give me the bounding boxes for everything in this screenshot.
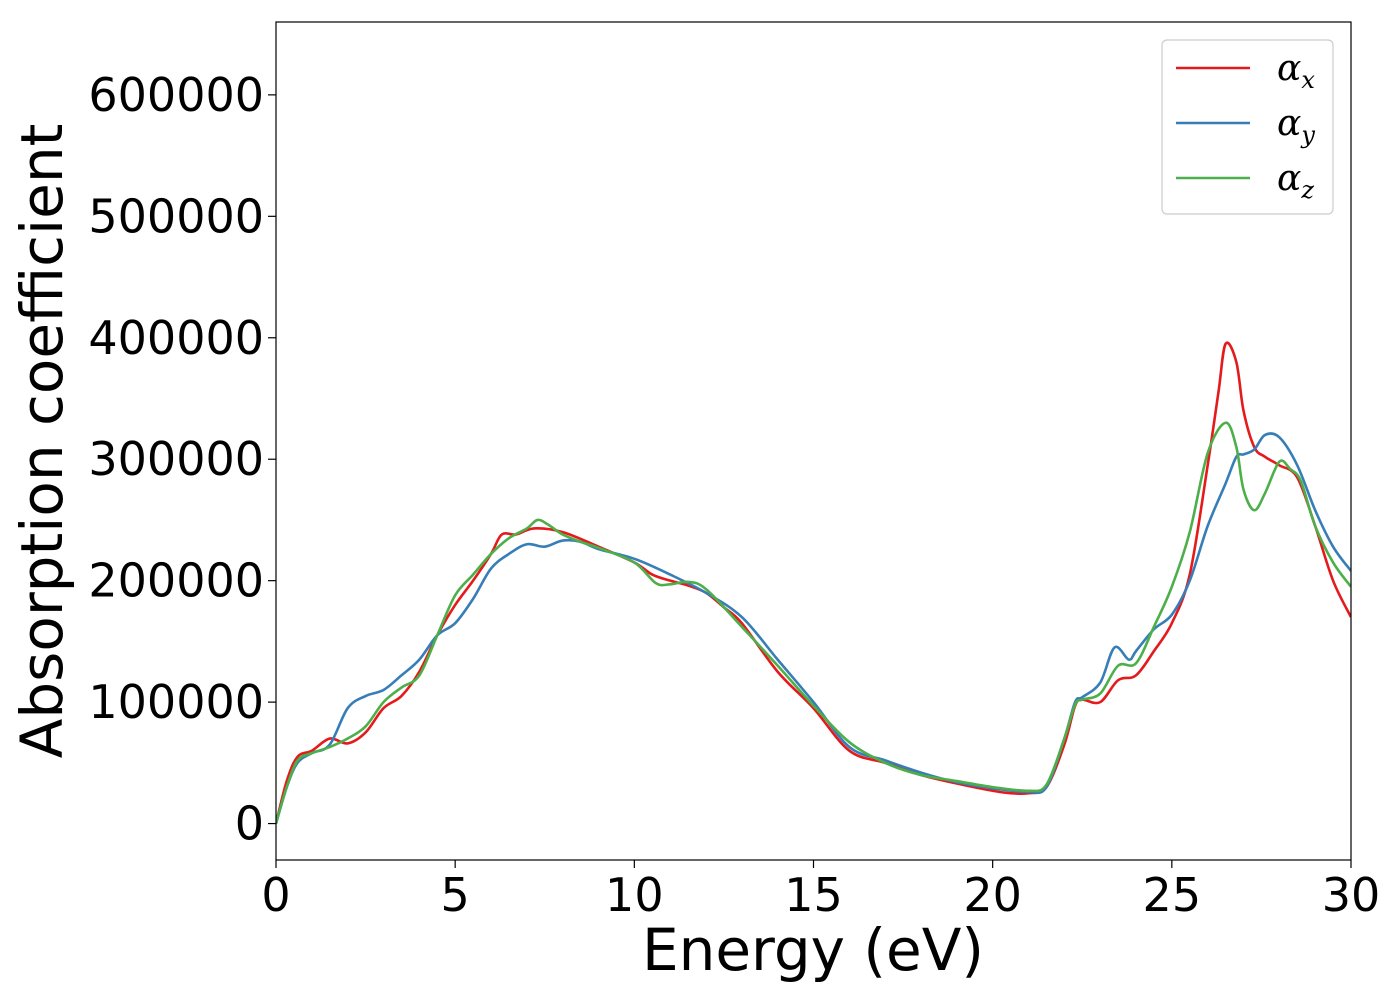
x-tick-label: 25: [1143, 868, 1202, 922]
y-tick-label: 300000: [88, 432, 264, 486]
x-tick-label: 15: [784, 868, 843, 922]
x-tick-label: 20: [963, 868, 1022, 922]
x-ticks: 0 5 10 15 20 25 30: [261, 860, 1380, 922]
y-ticks: 0 100000 200000 300000 400000 500000 600000: [88, 68, 276, 851]
x-tick-label: 0: [261, 868, 290, 922]
x-axis-label: Energy (eV): [642, 916, 984, 984]
y-tick-label: 200000: [88, 554, 264, 608]
x-tick-label: 10: [605, 868, 664, 922]
x-tick-label: 30: [1322, 868, 1381, 922]
y-tick-label: 0: [235, 797, 264, 851]
y-tick-label: 600000: [88, 68, 264, 122]
y-tick-label: 100000: [88, 675, 264, 729]
series-line-z: [276, 421, 1351, 824]
legend-box: [1161, 39, 1334, 215]
y-axis-label: Absorption coefficient: [8, 124, 76, 759]
series-layer: [276, 341, 1351, 824]
y-tick-label: 400000: [88, 311, 264, 365]
series-line-y: [276, 432, 1351, 824]
series-line-x: [276, 341, 1351, 824]
x-tick-label: 5: [441, 868, 470, 922]
y-tick-label: 500000: [88, 189, 264, 243]
